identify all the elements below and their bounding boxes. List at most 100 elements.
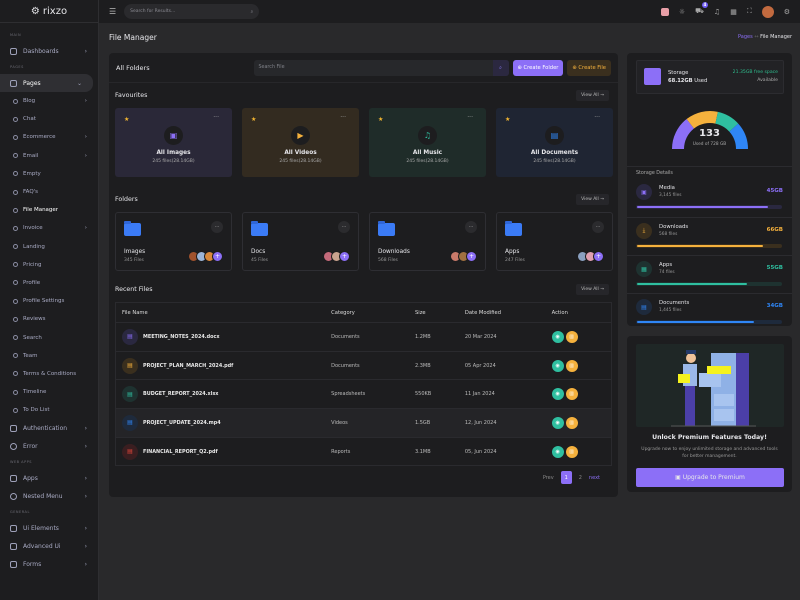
sidebar-item-ui-elements[interactable]: Ui Elements › — [0, 519, 98, 537]
favourite-card[interactable]: ★ ··· ▶ All Videos 245 files(28.14GB) — [242, 108, 359, 177]
star-icon[interactable]: ★ — [378, 116, 384, 123]
sidebar-subitem[interactable]: Profile — [0, 274, 98, 292]
favourites-view-all[interactable]: View All → — [576, 90, 609, 101]
favourite-card[interactable]: ★ ··· ▣ All Images 245 files(28.14GB) — [115, 108, 232, 177]
sidebar-item-pages[interactable]: Pages ⌄ — [0, 74, 93, 92]
logo[interactable]: ⚙ rixzo — [0, 0, 98, 23]
favourite-card[interactable]: ★ ··· ▤ All Documents 245 files(28.14GB) — [496, 108, 613, 177]
flag-icon[interactable] — [660, 7, 669, 16]
sidebar-item-advanced-ui[interactable]: Advanced Ui › — [0, 537, 98, 555]
star-icon[interactable]: ★ — [251, 116, 257, 123]
view-button[interactable]: ◉ — [551, 359, 564, 372]
file-name[interactable]: PROJECT_UPDATE_2024.mp4 — [143, 419, 221, 426]
sidebar-subitem[interactable]: Chat — [0, 110, 98, 128]
menu-toggle-icon[interactable]: ☰ — [109, 7, 117, 16]
prev-page[interactable]: Prev — [542, 474, 554, 481]
file-type-icon: ▤ — [122, 386, 138, 403]
file-name[interactable]: PROJECT_PLAN_MARCH_2024.pdf — [143, 362, 234, 369]
search-icon[interactable]: ⌕ — [492, 59, 509, 76]
file-name[interactable]: MEETING_NOTES_2024.docx — [143, 333, 220, 340]
fullscreen-icon[interactable]: ⛶ — [746, 7, 752, 15]
more-icon[interactable]: ··· — [592, 221, 604, 233]
user-avatar[interactable] — [761, 5, 774, 18]
folder-card[interactable]: ··· Apps 247 Files + — [496, 212, 613, 271]
create-file-button[interactable]: ⊕ Create File — [567, 59, 611, 76]
delete-button[interactable]: ▥ — [565, 388, 578, 401]
more-icon[interactable]: ··· — [467, 114, 473, 121]
sidebar-subitem[interactable]: Terms & Conditions — [0, 365, 98, 383]
delete-button[interactable]: ▥ — [565, 330, 578, 343]
more-icon[interactable]: ··· — [338, 221, 350, 233]
settings-icon[interactable]: ⚙ — [783, 7, 790, 16]
sidebar-subitem[interactable]: Profile Settings — [0, 292, 98, 310]
folder-card[interactable]: ··· Docs 45 Files + — [242, 212, 359, 271]
apps-icon[interactable]: ▦ — [730, 7, 737, 16]
favourite-card[interactable]: ★ ··· ♫ All Music 245 files(28.14GB) — [369, 108, 486, 177]
page-1[interactable]: 1 — [560, 471, 572, 484]
add-member-button[interactable]: + — [339, 251, 350, 262]
briefcase-icon: ▣ — [675, 474, 683, 481]
more-icon[interactable]: ··· — [213, 114, 219, 121]
sidebar-subitem[interactable]: FAQ's — [0, 183, 98, 201]
theme-toggle-icon[interactable]: ☼ — [678, 7, 686, 16]
star-icon[interactable]: ★ — [505, 116, 511, 123]
sidebar-subitem[interactable]: Empty — [0, 165, 98, 183]
more-icon[interactable]: ··· — [465, 221, 477, 233]
file-name[interactable]: BUDGET_REPORT_2024.xlsx — [143, 391, 219, 398]
table-row[interactable]: ▤ PROJECT_PLAN_MARCH_2024.pdf Documents 2.3… — [115, 351, 612, 381]
add-member-button[interactable]: + — [466, 251, 477, 262]
global-search-input[interactable]: Search for Results... ⌕ — [124, 4, 260, 19]
sidebar-item-authentication[interactable]: Authentication › — [0, 419, 98, 437]
table-row[interactable]: ▤ FINANCIAL_REPORT_Q2.pdf Reports 3.1MB 05, … — [115, 437, 612, 467]
chevron-right-icon: › — [84, 98, 87, 105]
sidebar-subitem[interactable]: Ecommerce › — [0, 128, 98, 146]
more-icon[interactable]: ··· — [340, 114, 346, 121]
sidebar-item-forms[interactable]: Forms › — [0, 555, 98, 573]
file-search-input[interactable]: Search File ⌕ — [253, 59, 509, 76]
folders-view-all[interactable]: View All → — [576, 194, 609, 205]
sidebar-subitem[interactable]: Email › — [0, 147, 98, 165]
page-2[interactable]: 2 — [578, 474, 582, 481]
sidebar-subitem[interactable]: Blog › — [0, 92, 98, 110]
view-button[interactable]: ◉ — [551, 445, 564, 458]
sidebar-subitem[interactable]: Search — [0, 328, 98, 346]
sidebar-item-apps[interactable]: Apps › — [0, 469, 98, 487]
breadcrumb-pages[interactable]: Pages — [738, 34, 753, 40]
sidebar-subitem[interactable]: Reviews — [0, 310, 98, 328]
sidebar-subitem[interactable]: To Do List — [0, 401, 98, 419]
add-member-button[interactable]: + — [212, 251, 223, 262]
upgrade-premium-button[interactable]: ▣ Upgrade to Premium — [636, 468, 784, 487]
sidebar-item-error[interactable]: Error › — [0, 437, 98, 455]
folder-card[interactable]: ··· Images 345 Files + — [115, 212, 232, 271]
sidebar-subitem[interactable]: Timeline — [0, 383, 98, 401]
next-page[interactable]: next — [588, 474, 600, 481]
table-row[interactable]: ▤ PROJECT_UPDATE_2024.mp4 Videos 1.5GB 12, J… — [115, 408, 612, 438]
sidebar-subitem[interactable]: Invoice › — [0, 219, 98, 237]
sidebar-subitem[interactable]: File Manager — [0, 201, 98, 219]
table-row[interactable]: ▤ BUDGET_REPORT_2024.xlsx Spreadsheets 550K… — [115, 379, 612, 410]
media-icon: ▣ — [636, 184, 652, 200]
sidebar-item-dashboards[interactable]: Dashboards › — [0, 42, 98, 60]
view-button[interactable]: ◉ — [551, 388, 564, 401]
table-row[interactable]: ▤ MEETING_NOTES_2024.docx Documents 1.2MB 20… — [115, 322, 612, 352]
delete-button[interactable]: ▥ — [565, 359, 578, 372]
sidebar-subitem[interactable]: Pricing — [0, 256, 98, 274]
more-icon[interactable]: ··· — [211, 221, 223, 233]
folder-card[interactable]: ··· Downloads 568 Files + — [369, 212, 486, 271]
view-button[interactable]: ◉ — [551, 416, 564, 429]
sidebar-subitem[interactable]: Team — [0, 347, 98, 365]
delete-button[interactable]: ▥ — [565, 445, 578, 458]
delete-button[interactable]: ▥ — [565, 416, 578, 429]
storage-progress-fill — [637, 321, 754, 323]
add-member-button[interactable]: + — [593, 251, 604, 262]
star-icon[interactable]: ★ — [124, 116, 130, 123]
recent-view-all[interactable]: View All → — [576, 284, 609, 295]
more-icon[interactable]: ··· — [594, 114, 600, 121]
bell-icon[interactable]: ♫ — [713, 7, 721, 16]
cart-icon[interactable]: ⛟ 4 — [695, 2, 708, 15]
sidebar-item-nested-menu[interactable]: Nested Menu › — [0, 487, 98, 505]
view-button[interactable]: ◉ — [551, 330, 564, 343]
create-folder-button[interactable]: ⊕ Create Folder — [512, 59, 564, 76]
sidebar-subitem[interactable]: Landing — [0, 238, 98, 256]
file-name[interactable]: FINANCIAL_REPORT_Q2.pdf — [143, 448, 218, 455]
